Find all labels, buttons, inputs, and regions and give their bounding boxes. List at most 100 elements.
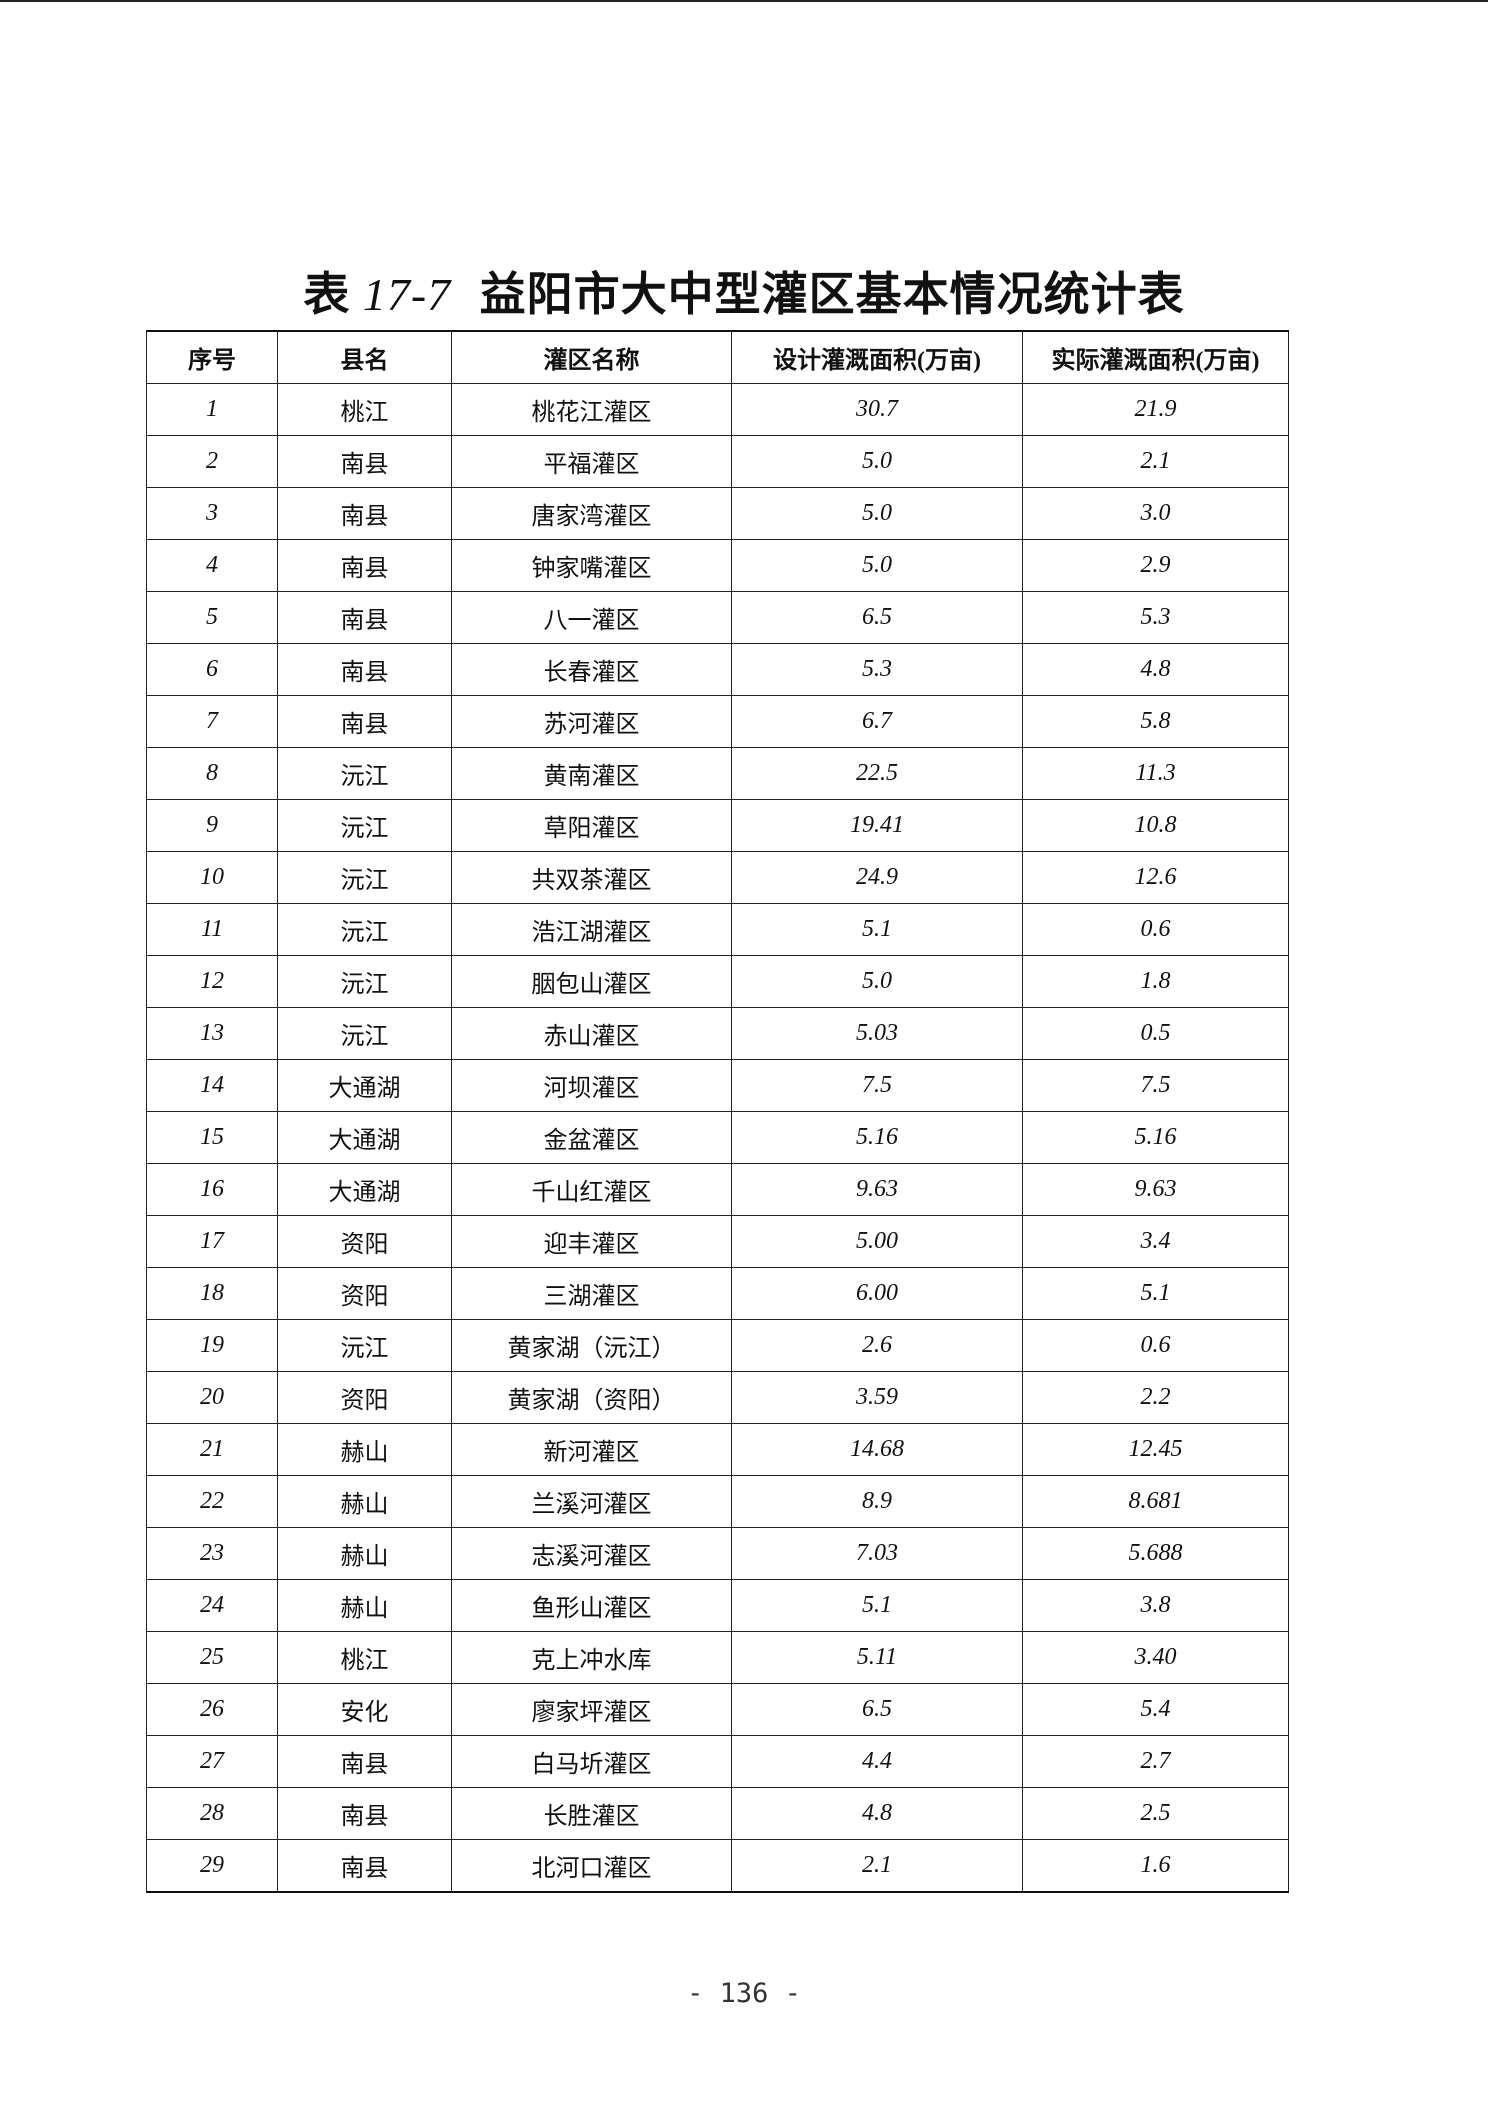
cell-index: 8 bbox=[146, 747, 278, 800]
cell-county: 大通湖 bbox=[277, 1111, 452, 1164]
cell-index: 10 bbox=[146, 851, 278, 904]
cell-county: 沅江 bbox=[277, 747, 452, 800]
cell-index: 27 bbox=[146, 1735, 278, 1788]
table-row: 20 资阳 黄家湖（资阳） 3.59 2.2 bbox=[146, 1371, 1289, 1424]
cell-index: 25 bbox=[146, 1631, 278, 1684]
cell-index: 19 bbox=[146, 1319, 278, 1372]
cell-actual-area: 1.8 bbox=[1022, 955, 1289, 1008]
table-row: 27 南县 白马圻灌区 4.4 2.7 bbox=[146, 1735, 1289, 1788]
cell-county: 南县 bbox=[277, 1839, 452, 1893]
table-row: 22 赫山 兰溪河灌区 8.9 8.681 bbox=[146, 1475, 1289, 1528]
table-row: 15 大通湖 金盆灌区 5.16 5.16 bbox=[146, 1111, 1289, 1164]
cell-index: 7 bbox=[146, 695, 278, 748]
cell-actual-area: 0.5 bbox=[1022, 1007, 1289, 1060]
table-row: 14 大通湖 河坝灌区 7.5 7.5 bbox=[146, 1059, 1289, 1112]
table-row: 9 沅江 草阳灌区 19.41 10.8 bbox=[146, 799, 1289, 852]
cell-district-name: 长胜灌区 bbox=[451, 1787, 732, 1840]
cell-county: 桃江 bbox=[277, 383, 452, 436]
cell-district-name: 河坝灌区 bbox=[451, 1059, 732, 1112]
cell-design-area: 5.1 bbox=[731, 903, 1023, 956]
cell-county: 沅江 bbox=[277, 1007, 452, 1060]
table-row: 13 沅江 赤山灌区 5.03 0.5 bbox=[146, 1007, 1289, 1060]
cell-district-name: 千山红灌区 bbox=[451, 1163, 732, 1216]
cell-actual-area: 5.3 bbox=[1022, 591, 1289, 644]
cell-index: 6 bbox=[146, 643, 278, 696]
table-row: 19 沅江 黄家湖（沅江） 2.6 0.6 bbox=[146, 1319, 1289, 1372]
cell-actual-area: 4.8 bbox=[1022, 643, 1289, 696]
cell-district-name: 黄家湖（沅江） bbox=[451, 1319, 732, 1372]
cell-district-name: 唐家湾灌区 bbox=[451, 487, 732, 540]
irrigation-table: 序号 县名 灌区名称 设计灌溉面积(万亩) 实际灌溉面积(万亩) 1 桃江 桃花江灌… bbox=[146, 330, 1289, 1893]
cell-county: 南县 bbox=[277, 1787, 452, 1840]
cell-county: 南县 bbox=[277, 539, 452, 592]
cell-index: 16 bbox=[146, 1163, 278, 1216]
cell-index: 15 bbox=[146, 1111, 278, 1164]
cell-district-name: 三湖灌区 bbox=[451, 1267, 732, 1320]
cell-district-name: 鱼形山灌区 bbox=[451, 1579, 732, 1632]
cell-district-name: 北河口灌区 bbox=[451, 1839, 732, 1893]
cell-design-area: 22.5 bbox=[731, 747, 1023, 800]
cell-design-area: 5.0 bbox=[731, 487, 1023, 540]
cell-design-area: 9.63 bbox=[731, 1163, 1023, 1216]
table-row: 7 南县 苏河灌区 6.7 5.8 bbox=[146, 695, 1289, 748]
cell-district-name: 平福灌区 bbox=[451, 435, 732, 488]
cell-county: 赫山 bbox=[277, 1579, 452, 1632]
cell-district-name: 兰溪河灌区 bbox=[451, 1475, 732, 1528]
cell-actual-area: 1.6 bbox=[1022, 1839, 1289, 1893]
table-row: 17 资阳 迎丰灌区 5.00 3.4 bbox=[146, 1215, 1289, 1268]
cell-index: 21 bbox=[146, 1423, 278, 1476]
cell-actual-area: 21.9 bbox=[1022, 383, 1289, 436]
cell-actual-area: 5.16 bbox=[1022, 1111, 1289, 1164]
cell-actual-area: 2.2 bbox=[1022, 1371, 1289, 1424]
header-county: 县名 bbox=[277, 330, 452, 384]
table-row: 12 沅江 胭包山灌区 5.0 1.8 bbox=[146, 955, 1289, 1008]
cell-county: 沅江 bbox=[277, 1319, 452, 1372]
cell-design-area: 5.0 bbox=[731, 955, 1023, 1008]
cell-design-area: 5.3 bbox=[731, 643, 1023, 696]
cell-index: 11 bbox=[146, 903, 278, 956]
table-row: 24 赫山 鱼形山灌区 5.1 3.8 bbox=[146, 1579, 1289, 1632]
table-row: 28 南县 长胜灌区 4.8 2.5 bbox=[146, 1787, 1289, 1840]
table-row: 8 沅江 黄南灌区 22.5 11.3 bbox=[146, 747, 1289, 800]
cell-index: 12 bbox=[146, 955, 278, 1008]
cell-district-name: 八一灌区 bbox=[451, 591, 732, 644]
cell-index: 4 bbox=[146, 539, 278, 592]
table-row: 2 南县 平福灌区 5.0 2.1 bbox=[146, 435, 1289, 488]
cell-county: 南县 bbox=[277, 591, 452, 644]
title-prefix: 表 bbox=[303, 269, 351, 320]
header-index: 序号 bbox=[146, 330, 278, 384]
cell-design-area: 5.0 bbox=[731, 539, 1023, 592]
cell-district-name: 胭包山灌区 bbox=[451, 955, 732, 1008]
cell-actual-area: 3.4 bbox=[1022, 1215, 1289, 1268]
cell-actual-area: 11.3 bbox=[1022, 747, 1289, 800]
cell-index: 23 bbox=[146, 1527, 278, 1580]
page-number: - 136 - bbox=[687, 1978, 801, 2009]
cell-design-area: 2.6 bbox=[731, 1319, 1023, 1372]
cell-design-area: 5.00 bbox=[731, 1215, 1023, 1268]
cell-county: 赫山 bbox=[277, 1527, 452, 1580]
cell-design-area: 7.5 bbox=[731, 1059, 1023, 1112]
cell-county: 南县 bbox=[277, 1735, 452, 1788]
cell-design-area: 4.8 bbox=[731, 1787, 1023, 1840]
cell-district-name: 廖家坪灌区 bbox=[451, 1683, 732, 1736]
cell-index: 2 bbox=[146, 435, 278, 488]
cell-design-area: 2.1 bbox=[731, 1839, 1023, 1893]
cell-index: 14 bbox=[146, 1059, 278, 1112]
cell-design-area: 6.5 bbox=[731, 1683, 1023, 1736]
cell-design-area: 6.5 bbox=[731, 591, 1023, 644]
cell-actual-area: 2.1 bbox=[1022, 435, 1289, 488]
table-row: 25 桃江 克上冲水库 5.11 3.40 bbox=[146, 1631, 1289, 1684]
title-number: 17-7 bbox=[362, 269, 452, 320]
cell-actual-area: 0.6 bbox=[1022, 903, 1289, 956]
cell-district-name: 浩江湖灌区 bbox=[451, 903, 732, 956]
table-row: 16 大通湖 千山红灌区 9.63 9.63 bbox=[146, 1163, 1289, 1216]
cell-index: 5 bbox=[146, 591, 278, 644]
table-row: 21 赫山 新河灌区 14.68 12.45 bbox=[146, 1423, 1289, 1476]
cell-design-area: 5.0 bbox=[731, 435, 1023, 488]
cell-index: 1 bbox=[146, 383, 278, 436]
cell-design-area: 5.16 bbox=[731, 1111, 1023, 1164]
cell-design-area: 14.68 bbox=[731, 1423, 1023, 1476]
cell-district-name: 苏河灌区 bbox=[451, 695, 732, 748]
table-row: 18 资阳 三湖灌区 6.00 5.1 bbox=[146, 1267, 1289, 1320]
table-row: 1 桃江 桃花江灌区 30.7 21.9 bbox=[146, 383, 1289, 436]
